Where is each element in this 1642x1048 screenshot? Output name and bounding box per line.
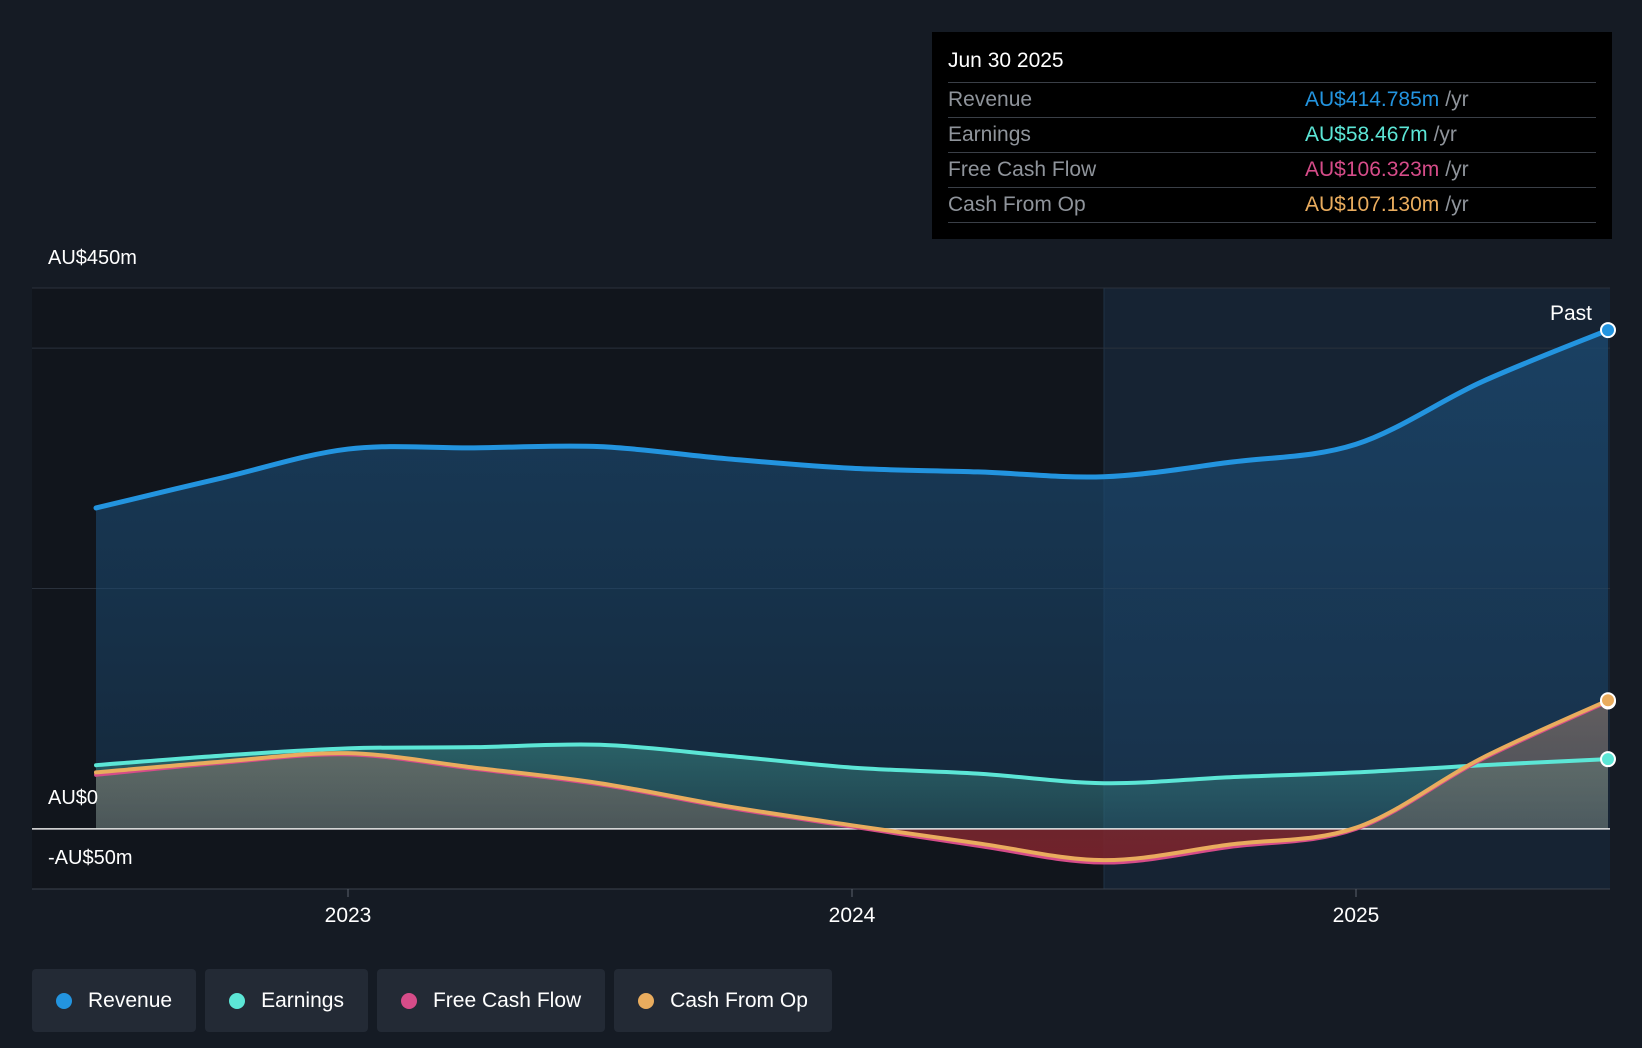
legend-label: Cash From Op — [670, 988, 808, 1012]
tooltip-value-wrap: AU$58.467m/yr — [1305, 118, 1457, 152]
tooltip-value: AU$58.467m — [1305, 123, 1428, 146]
tooltip-value: AU$414.785m — [1305, 88, 1440, 111]
chart-canvas: AU$450m AU$0 -AU$50m 2023 2024 2025 Past — [32, 247, 1616, 927]
legend-dot-icon — [229, 992, 246, 1009]
negative-cash-area — [876, 828, 1353, 861]
x-tick-label: 2025 — [1333, 904, 1380, 927]
legend-dot-icon — [638, 992, 655, 1009]
tooltip-date: Jun 30 2025 — [948, 46, 1596, 83]
legend-item-earnings[interactable]: Earnings — [205, 969, 368, 1032]
tooltip-value-wrap: AU$106.323m/yr — [1305, 153, 1469, 187]
tooltip-label: Revenue — [948, 88, 1033, 111]
legend-dot-icon — [400, 992, 417, 1009]
tooltip-row-earnings: Earnings AU$58.467m/yr — [948, 118, 1596, 153]
revenue-area — [96, 330, 1608, 829]
tooltip-value-wrap: AU$414.785m/yr — [1305, 83, 1469, 117]
legend-label: Revenue — [88, 988, 173, 1012]
x-tick-label: 2024 — [829, 904, 876, 927]
revenue-line — [93, 327, 1611, 511]
legend-label: Earnings — [261, 988, 344, 1012]
past-label: Past — [1550, 302, 1592, 325]
tooltip-row-free-cash-flow: Free Cash Flow AU$106.323m/yr — [948, 153, 1596, 188]
legend-label: Free Cash Flow — [432, 988, 582, 1012]
revenue-end-point — [1600, 322, 1616, 339]
tooltip-row-cash-from-op: Cash From Op AU$107.130m/yr — [948, 188, 1596, 223]
legend-item-cash-from-op[interactable]: Cash From Op — [614, 969, 832, 1032]
earnings-line — [94, 742, 1610, 786]
tooltip-unit: /yr — [1445, 88, 1469, 111]
y-tick-label: AU$0 — [48, 787, 98, 809]
legend-dot-icon — [56, 992, 72, 1009]
earnings-end-point — [1600, 751, 1616, 768]
x-tick-label: 2023 — [325, 904, 372, 927]
tooltip-value: AU$106.323m — [1305, 158, 1440, 181]
tooltip-row-revenue: Revenue AU$414.785m/yr — [948, 83, 1596, 118]
cash-from-op-area — [96, 700, 1608, 861]
tooltip-panel: Jun 30 2025 Revenue AU$414.785m/yr Earni… — [932, 32, 1612, 239]
tooltip-unit: /yr — [1445, 193, 1469, 216]
cash-from-op-end-point — [1600, 692, 1616, 709]
y-tick-label: AU$450m — [48, 247, 137, 269]
tooltip-unit: /yr — [1445, 158, 1469, 181]
tooltip-label: Cash From Op — [948, 193, 1086, 216]
cash-from-op-line — [94, 698, 1610, 863]
y-tick-label: -AU$50m — [48, 847, 132, 869]
tooltip-value-wrap: AU$107.130m/yr — [1305, 188, 1469, 222]
tooltip-label: Free Cash Flow — [948, 158, 1097, 181]
tooltip-value: AU$107.130m — [1305, 193, 1440, 216]
tooltip-label: Earnings — [948, 123, 1031, 146]
legend: Revenue Earnings Free Cash Flow Cash Fro… — [32, 969, 832, 1032]
legend-item-revenue[interactable]: Revenue — [32, 969, 197, 1032]
legend-item-free-cash-flow[interactable]: Free Cash Flow — [376, 969, 606, 1032]
tooltip-unit: /yr — [1433, 123, 1457, 146]
